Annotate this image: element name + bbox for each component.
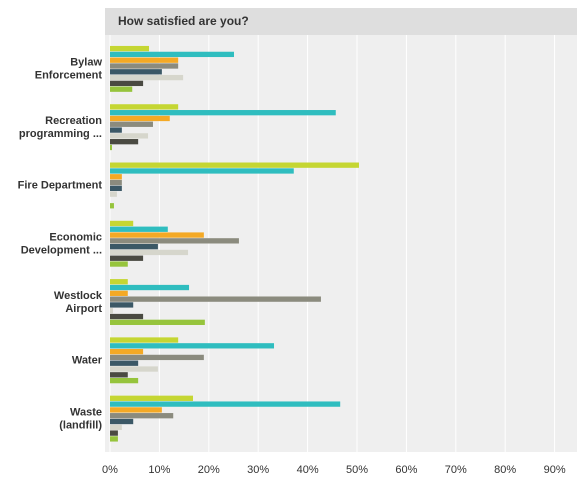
bar bbox=[110, 80, 144, 87]
bar bbox=[110, 319, 205, 325]
bar bbox=[110, 191, 117, 197]
bar bbox=[110, 226, 168, 232]
bar bbox=[110, 377, 139, 384]
bar bbox=[110, 418, 134, 425]
category-label: Bylaw Enforcement bbox=[35, 57, 103, 82]
bar bbox=[110, 313, 144, 320]
bar bbox=[110, 343, 275, 349]
chart-title: How satisfied are you? bbox=[118, 14, 249, 28]
bar bbox=[110, 255, 144, 261]
bar bbox=[110, 360, 139, 366]
bar bbox=[110, 261, 128, 267]
x-tick-label: 80% bbox=[494, 464, 516, 476]
bar bbox=[110, 51, 234, 58]
bar bbox=[110, 139, 139, 145]
x-tick-label: 40% bbox=[297, 464, 319, 476]
bar bbox=[110, 337, 179, 343]
bar bbox=[110, 69, 162, 75]
bar bbox=[110, 436, 118, 442]
x-tick-label: 0% bbox=[102, 464, 118, 476]
bar bbox=[110, 174, 122, 180]
bar bbox=[110, 401, 341, 407]
category-label: Economic Development ... bbox=[21, 231, 102, 256]
bar bbox=[110, 104, 179, 110]
bar bbox=[110, 279, 128, 285]
bar bbox=[110, 168, 294, 174]
bar bbox=[110, 366, 158, 372]
bar bbox=[110, 144, 112, 151]
bar bbox=[110, 203, 114, 209]
x-tick-label: 50% bbox=[346, 464, 368, 476]
bar bbox=[110, 74, 184, 81]
bar bbox=[110, 63, 179, 69]
bar bbox=[110, 284, 190, 291]
bar bbox=[110, 232, 204, 238]
category-label: Fire Department bbox=[18, 180, 103, 192]
bar bbox=[110, 162, 359, 168]
category-label: Waste (landfill) bbox=[59, 406, 102, 431]
bar bbox=[110, 424, 122, 430]
bar bbox=[110, 308, 113, 314]
bar bbox=[110, 220, 134, 227]
bar bbox=[110, 244, 158, 250]
bar bbox=[110, 179, 122, 186]
x-tick-label: 70% bbox=[445, 464, 467, 476]
category-label: Westlock Airport bbox=[54, 290, 103, 315]
bar bbox=[110, 413, 174, 419]
x-tick-label: 60% bbox=[395, 464, 417, 476]
bar bbox=[110, 57, 179, 63]
bar bbox=[110, 45, 150, 52]
x-tick-label: 90% bbox=[544, 464, 566, 476]
x-tick-label: 10% bbox=[148, 464, 170, 476]
bar bbox=[110, 115, 170, 122]
bar bbox=[110, 407, 162, 413]
bar bbox=[110, 127, 122, 133]
bar bbox=[110, 354, 204, 361]
bar bbox=[110, 372, 128, 378]
category-label: Water bbox=[72, 354, 103, 366]
bar bbox=[110, 121, 153, 127]
bar bbox=[110, 395, 193, 401]
bar bbox=[110, 185, 122, 192]
bar bbox=[110, 238, 239, 244]
x-tick-label: 20% bbox=[198, 464, 220, 476]
bar bbox=[110, 302, 134, 308]
bar bbox=[110, 290, 128, 296]
bar bbox=[110, 249, 189, 256]
header-band bbox=[105, 8, 577, 35]
bar bbox=[110, 348, 144, 355]
bar bbox=[110, 430, 118, 436]
x-tick-label: 30% bbox=[247, 464, 269, 476]
bar bbox=[110, 133, 149, 139]
bar bbox=[110, 86, 133, 92]
category-label: Recreation programming ... bbox=[19, 115, 102, 140]
bar bbox=[110, 110, 336, 116]
bar bbox=[110, 296, 321, 302]
